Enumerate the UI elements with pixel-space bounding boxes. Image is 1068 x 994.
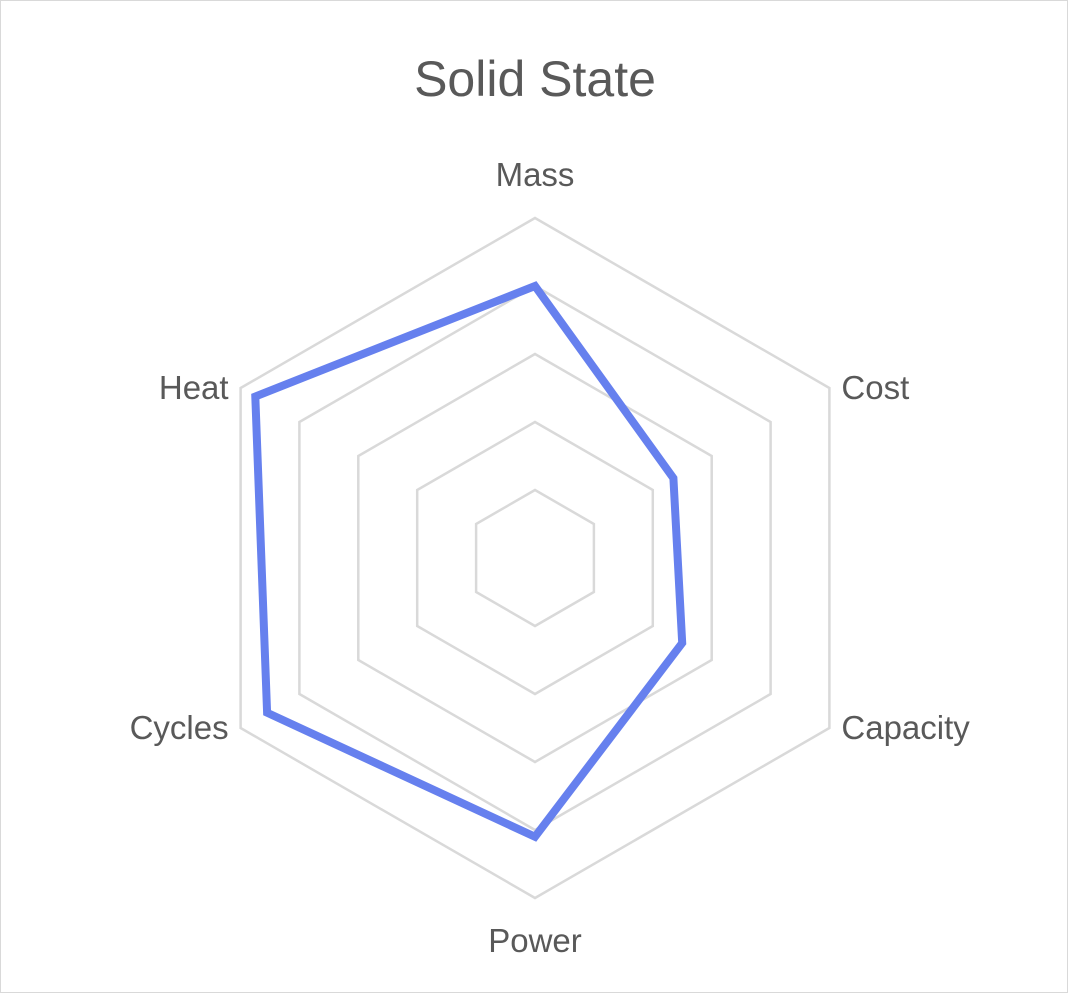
grid-ring-100 [239, 216, 831, 900]
grid-ring-60 [357, 352, 713, 764]
axis-label-mass: Mass [496, 156, 575, 193]
series-layer [251, 281, 687, 842]
grid-ring-80 [298, 284, 772, 832]
axis-label-cost: Cost [841, 369, 909, 406]
axis-labels: Mass Cost Capacity Power Cycles Heat [130, 156, 971, 959]
axis-label-cycles: Cycles [130, 709, 229, 746]
series-line-1 [251, 281, 687, 842]
chart-title: Solid State [414, 51, 656, 107]
grid-ring-20 [474, 488, 596, 628]
grid-ring-40 [415, 420, 655, 696]
axis-label-power: Power [488, 922, 582, 959]
axis-label-heat: Heat [159, 369, 229, 406]
axis-label-capacity: Capacity [841, 709, 970, 746]
grid-rings [239, 216, 831, 900]
